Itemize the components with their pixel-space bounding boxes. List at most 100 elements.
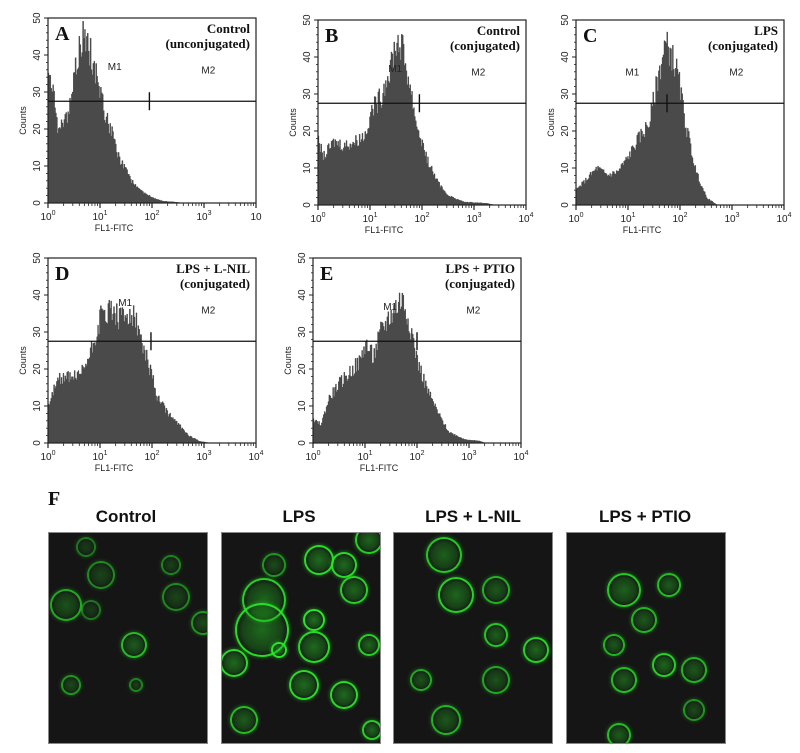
y-tick-label: 40 (32, 289, 43, 301)
x-tick-label: 100 (568, 212, 583, 225)
histogram-b: 0 10 20 30 40 50 100 101 102 103 104 FL1-FITC Counts… (288, 14, 534, 235)
marker-m2: M2 (729, 68, 743, 79)
y-tick-label: 20 (297, 363, 308, 375)
x-axis-title: FL1-FITC (360, 463, 399, 473)
micrograph-lps-lnil (393, 532, 553, 744)
y-tick-label: 50 (302, 14, 313, 26)
histogram-panel-d: 0 10 20 30 40 50 100 101 102 103 104 FL1-FITC Counts… (10, 250, 264, 480)
x-tick-label: 100 (40, 450, 55, 463)
stained-cell (331, 552, 357, 578)
stained-cell (652, 653, 676, 677)
x-tick-label: 102 (672, 212, 687, 225)
stained-cell (235, 603, 289, 657)
y-tick-label: 50 (32, 12, 43, 24)
x-tick-label: 101 (357, 450, 372, 463)
stained-cell (161, 555, 181, 575)
x-tick-label: 102 (409, 450, 424, 463)
y-tick-label: 20 (32, 363, 43, 375)
y-axis-title: Counts (283, 346, 293, 375)
stained-cell (298, 631, 330, 663)
x-tick-label: 102 (144, 450, 159, 463)
y-axis-title: Counts (18, 346, 28, 375)
x-tick-label: 103 (196, 210, 211, 223)
stained-cell (482, 576, 510, 604)
stained-cell (631, 607, 657, 633)
histogram-d: 0 10 20 30 40 50 100 101 102 103 104 FL1-FITC Counts… (18, 252, 264, 473)
stained-cell (438, 577, 474, 613)
y-tick-label: 20 (302, 125, 313, 137)
stained-cell (484, 623, 508, 647)
panel-letter: C (583, 25, 597, 47)
y-tick-label: 40 (560, 51, 571, 63)
y-tick-label: 0 (297, 440, 308, 446)
y-axis-title: Counts (546, 108, 556, 137)
panel-letter-f: F (48, 488, 61, 510)
x-tick-label: 104 (776, 212, 791, 225)
condition-title: LPS + PTIO (445, 261, 515, 276)
histogram-panel-c: 0 10 20 30 40 50 100 101 102 103 104 FL1-FITC Counts… (538, 12, 792, 242)
x-axis-title: FL1-FITC (623, 225, 662, 235)
x-tick-label: 102 (144, 210, 159, 223)
y-tick-label: 30 (32, 86, 43, 98)
y-tick-label: 20 (560, 125, 571, 137)
x-tick-label: 100 (305, 450, 320, 463)
stained-cell (681, 657, 707, 683)
stained-cell (330, 681, 358, 709)
stained-cell (683, 699, 705, 721)
x-tick-label: 103 (466, 212, 481, 225)
histogram-area (47, 21, 184, 204)
y-tick-label: 50 (297, 252, 308, 264)
condition-title: (unconjugated) (165, 36, 250, 51)
marker-m2: M2 (201, 306, 215, 317)
histogram-a: 0 10 20 30 40 50 100 101 102 103 10 FL1-FITC Counts M… (18, 12, 262, 233)
histogram-panel-a: 0 10 20 30 40 50 100 101 102 103 10 FL1-FITC Counts M… (10, 10, 262, 240)
x-tick-label: 101 (362, 212, 377, 225)
x-axis-title: FL1-FITC (365, 225, 404, 235)
stained-cell (230, 706, 258, 734)
stained-cell (303, 609, 325, 631)
stained-cell (61, 675, 81, 695)
x-tick-label: 100 (310, 212, 325, 225)
y-axis-title: Counts (288, 108, 298, 137)
panel-letter: E (320, 263, 333, 285)
marker-m1: M1 (118, 298, 132, 309)
histogram-area (317, 34, 496, 206)
x-tick-label: 103 (461, 450, 476, 463)
micrograph-title-control: Control (95, 507, 157, 526)
y-tick-label: 30 (560, 88, 571, 100)
condition-title: (conjugated) (180, 276, 250, 291)
y-tick-label: 10 (302, 162, 313, 174)
condition-title: LPS + L-NIL (176, 261, 250, 276)
marker-m1: M1 (383, 302, 397, 313)
y-tick-label: 0 (560, 202, 571, 208)
stained-cell (355, 533, 380, 554)
stained-cell (271, 642, 287, 658)
condition-title: (conjugated) (708, 38, 778, 53)
panel-letter: A (55, 23, 70, 45)
stained-cell (603, 634, 625, 656)
stained-cell (431, 705, 461, 735)
stained-cell (304, 545, 334, 575)
histogram-e: 0 10 20 30 40 50 100 101 102 103 104 FL1-FITC Counts… (283, 252, 529, 473)
stained-cell (129, 678, 143, 692)
stained-cell (81, 600, 101, 620)
y-tick-label: 50 (32, 252, 43, 264)
stained-cell (76, 537, 96, 557)
y-tick-label: 30 (297, 326, 308, 338)
condition-title: Control (477, 23, 520, 38)
stained-cell (426, 537, 462, 573)
stained-cell (362, 720, 380, 740)
x-tick-label: 104 (513, 450, 528, 463)
condition-title: Control (207, 21, 250, 36)
x-tick-label: 104 (518, 212, 533, 225)
y-tick-label: 0 (32, 200, 43, 206)
marker-m1: M1 (108, 62, 122, 73)
stained-cell (87, 561, 115, 589)
stained-cell (262, 553, 286, 577)
condition-title: LPS (754, 23, 778, 38)
y-tick-label: 10 (32, 400, 43, 412)
y-tick-label: 30 (302, 88, 313, 100)
panel-letter: B (325, 25, 338, 47)
x-axis-title: FL1-FITC (95, 463, 134, 473)
stained-cell (611, 667, 637, 693)
